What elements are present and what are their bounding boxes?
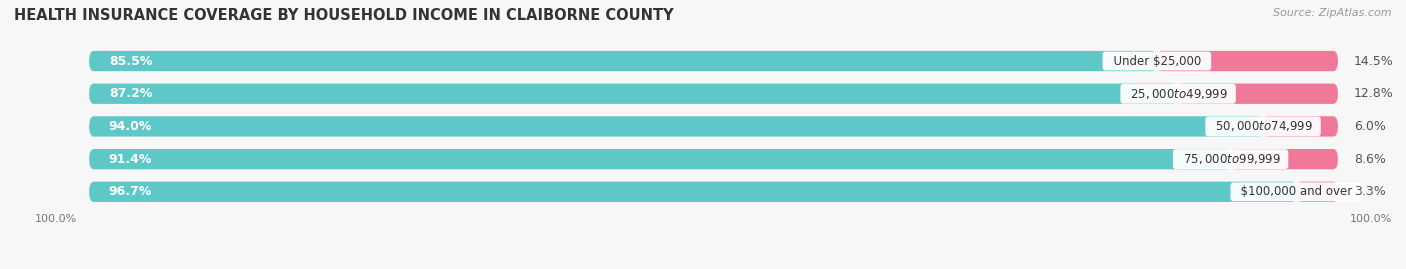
FancyBboxPatch shape: [89, 84, 1178, 104]
Text: 85.5%: 85.5%: [108, 55, 152, 68]
Text: 91.4%: 91.4%: [108, 153, 152, 166]
FancyBboxPatch shape: [1296, 182, 1339, 202]
Text: 12.8%: 12.8%: [1354, 87, 1393, 100]
Text: $50,000 to $74,999: $50,000 to $74,999: [1208, 119, 1317, 133]
Text: $75,000 to $99,999: $75,000 to $99,999: [1175, 152, 1285, 166]
Text: HEALTH INSURANCE COVERAGE BY HOUSEHOLD INCOME IN CLAIBORNE COUNTY: HEALTH INSURANCE COVERAGE BY HOUSEHOLD I…: [14, 8, 673, 23]
Text: 14.5%: 14.5%: [1354, 55, 1393, 68]
FancyBboxPatch shape: [1230, 149, 1339, 169]
FancyBboxPatch shape: [89, 149, 1339, 169]
Text: 3.3%: 3.3%: [1354, 185, 1385, 198]
FancyBboxPatch shape: [89, 116, 1263, 137]
FancyBboxPatch shape: [89, 182, 1296, 202]
Text: $25,000 to $49,999: $25,000 to $49,999: [1123, 87, 1233, 101]
Text: $100,000 and over: $100,000 and over: [1233, 185, 1360, 198]
Text: Source: ZipAtlas.com: Source: ZipAtlas.com: [1274, 8, 1392, 18]
FancyBboxPatch shape: [89, 116, 1339, 137]
FancyBboxPatch shape: [1263, 116, 1339, 137]
FancyBboxPatch shape: [89, 182, 1339, 202]
FancyBboxPatch shape: [1178, 84, 1339, 104]
FancyBboxPatch shape: [89, 84, 1339, 104]
Text: 87.2%: 87.2%: [108, 87, 152, 100]
FancyBboxPatch shape: [89, 51, 1157, 71]
FancyBboxPatch shape: [89, 149, 1230, 169]
Text: Under $25,000: Under $25,000: [1105, 55, 1208, 68]
Text: 96.7%: 96.7%: [108, 185, 152, 198]
Text: 94.0%: 94.0%: [108, 120, 152, 133]
Text: 6.0%: 6.0%: [1354, 120, 1386, 133]
FancyBboxPatch shape: [89, 51, 1339, 71]
FancyBboxPatch shape: [1157, 51, 1339, 71]
Legend: With Coverage, Without Coverage: With Coverage, Without Coverage: [585, 267, 842, 269]
Text: 8.6%: 8.6%: [1354, 153, 1386, 166]
